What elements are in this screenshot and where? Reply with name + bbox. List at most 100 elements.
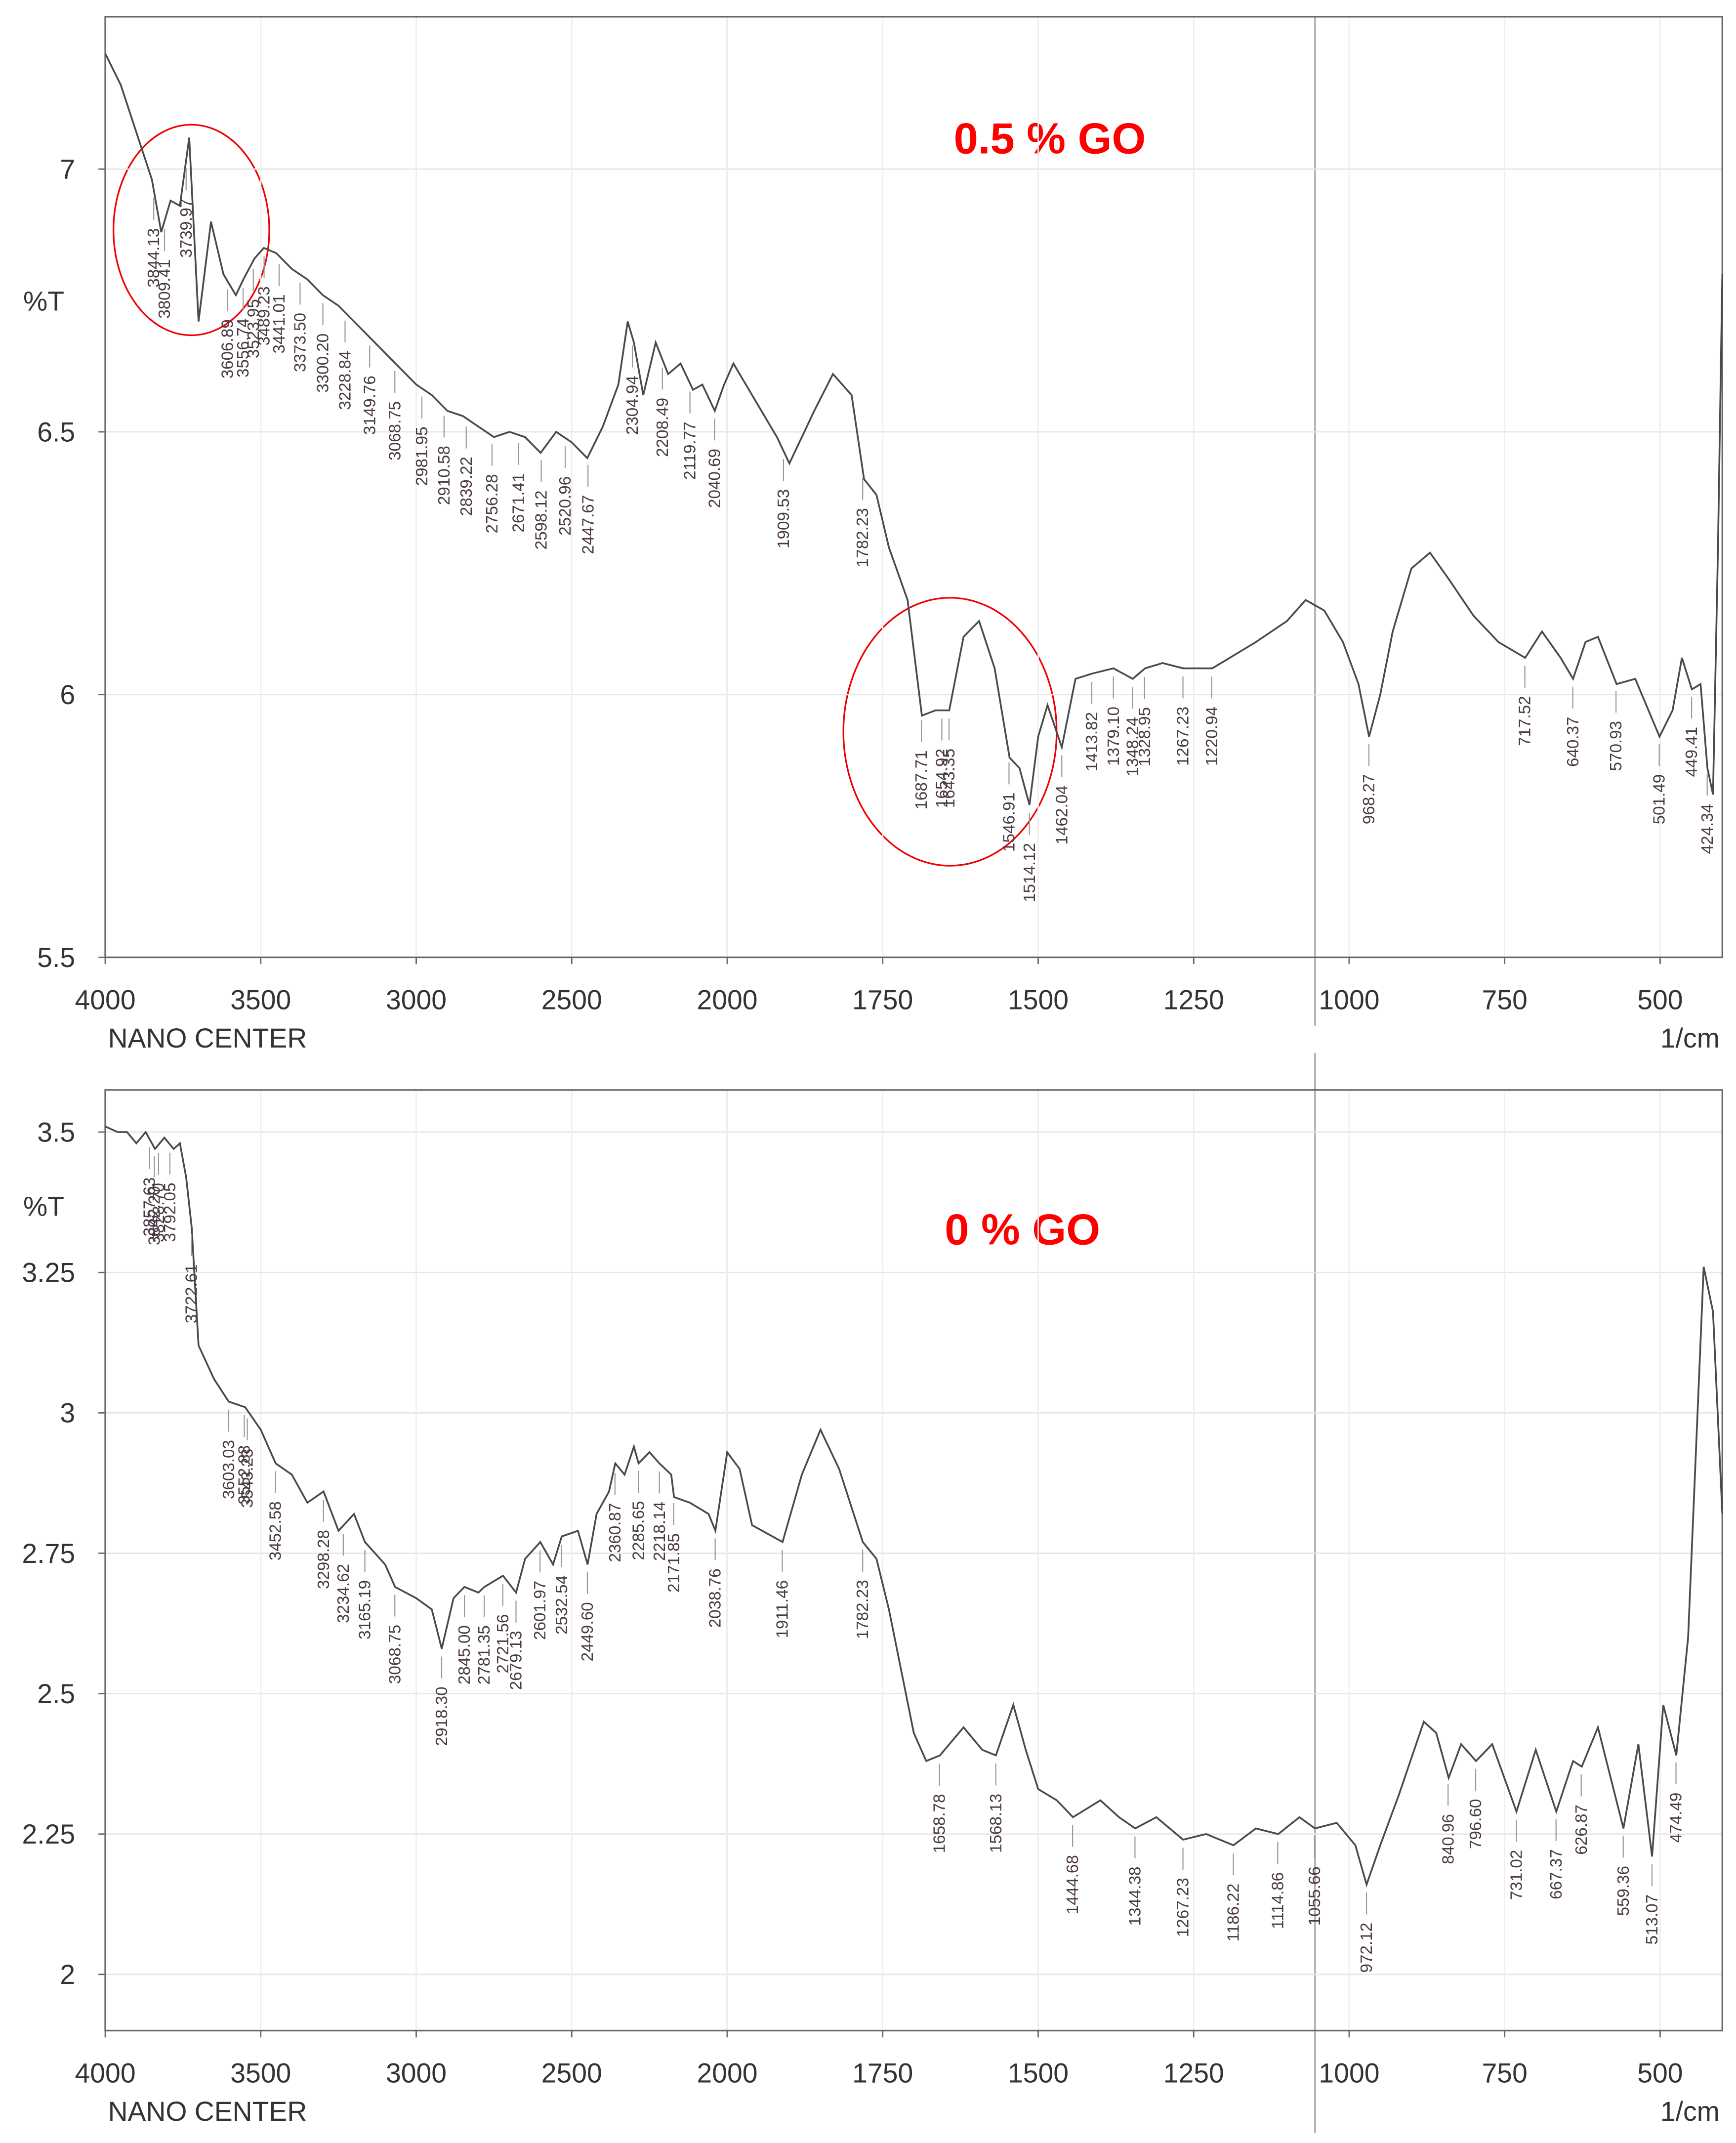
- peak-label: 2598.12: [533, 490, 551, 549]
- peak-label: 2360.87: [606, 1503, 624, 1562]
- peak-label: 3068.75: [386, 401, 404, 461]
- peak-label: 1186.22: [1225, 1884, 1243, 1942]
- peak-label: 2038.76: [706, 1568, 725, 1628]
- peak-label: 1782.23: [854, 1580, 872, 1639]
- source-label: NANO CENTER: [108, 1023, 307, 1053]
- peak-label: 2781.35: [475, 1625, 494, 1684]
- peak-label: 3828.70: [150, 1183, 168, 1242]
- panel-title: 0.5 % GO: [954, 114, 1146, 163]
- x-tick-label: 1500: [1008, 985, 1069, 1015]
- peak-label: 2671.41: [509, 473, 528, 533]
- peak-label: 1220.94: [1203, 707, 1221, 766]
- y-tick-label: 3.5: [37, 1117, 75, 1147]
- peak-label: 2756.28: [483, 474, 501, 533]
- peak-label: 3857.63: [141, 1177, 159, 1237]
- panel-title: 0 % GO: [945, 1205, 1100, 1254]
- peak-label: 1344.38: [1126, 1867, 1144, 1926]
- peak-label: 2040.69: [705, 449, 724, 508]
- x-tick-label: 1750: [852, 985, 913, 1015]
- peak-label: 667.37: [1547, 1849, 1566, 1899]
- peak-label: 731.02: [1508, 1850, 1526, 1900]
- y-tick-label: 2.75: [22, 1538, 75, 1569]
- peak-label: 1911.46: [774, 1580, 792, 1639]
- peak-label: 2532.54: [553, 1575, 571, 1635]
- peak-label: 796.60: [1467, 1799, 1485, 1849]
- x-tick-label: 2000: [697, 2058, 757, 2089]
- peak-label: 449.41: [1683, 727, 1701, 777]
- peak-label: 559.36: [1614, 1866, 1633, 1916]
- y-tick-label: 3: [60, 1398, 75, 1429]
- x-tick-label: 1000: [1319, 2058, 1379, 2089]
- y-tick-label: 2: [60, 1959, 75, 1990]
- peak-label: 3452.58: [267, 1501, 285, 1560]
- peak-label: 501.49: [1651, 774, 1669, 825]
- peak-label: 2520.96: [556, 476, 575, 536]
- peak-label: 2845.00: [455, 1625, 474, 1684]
- spectrum-line: [104, 53, 1724, 805]
- peak-label: 3809.41: [156, 259, 174, 319]
- y-axis-label: %T: [23, 286, 64, 317]
- peak-label: 3722.61: [183, 1264, 201, 1323]
- y-tick-label: 5.5: [37, 942, 75, 973]
- peak-label: 3298.28: [315, 1530, 333, 1589]
- x-tick-label: 750: [1482, 985, 1528, 1015]
- peak-label: 3556.74: [234, 318, 252, 378]
- peak-label: 3844.13: [145, 228, 163, 288]
- peak-label: 1687.71: [912, 751, 931, 810]
- peak-label: 1055.66: [1306, 1866, 1324, 1926]
- x-tick-label: 1000: [1319, 985, 1379, 1015]
- x-tick-label: 3500: [230, 2058, 291, 2089]
- peak-label: 1514.12: [1021, 843, 1039, 902]
- x-tick-label: 2000: [697, 985, 757, 1015]
- x-tick-label: 1750: [852, 2058, 913, 2089]
- peak-label: 3149.76: [361, 376, 379, 435]
- x-tick-label: 2500: [541, 985, 602, 1015]
- peak-label: 1114.86: [1269, 1872, 1287, 1929]
- x-tick-label: 500: [1637, 2058, 1683, 2089]
- peak-label: 513.07: [1643, 1894, 1661, 1945]
- peak-label: 840.96: [1439, 1814, 1457, 1864]
- peak-label: 2721.56: [494, 1614, 512, 1674]
- x-tick-label: 3500: [230, 985, 291, 1015]
- y-tick-label: 6.5: [37, 417, 75, 447]
- x-tick-label: 3000: [386, 985, 447, 1015]
- peak-label: 1909.53: [775, 489, 793, 548]
- x-tick-label: 500: [1637, 985, 1683, 1015]
- peak-label: 2918.30: [433, 1686, 451, 1746]
- x-tick-label: 3000: [386, 2058, 447, 2089]
- peak-label: 717.52: [1516, 696, 1534, 746]
- peak-label: 3300.20: [314, 334, 332, 393]
- peak-label: 2285.65: [629, 1501, 648, 1560]
- peak-label: 1546.91: [1000, 793, 1018, 852]
- x-tick-label: 4000: [75, 985, 136, 1015]
- x-axis-label: 1/cm: [1660, 1023, 1720, 1053]
- peak-label: 3606.89: [219, 319, 237, 378]
- peak-label: 2679.13: [507, 1631, 526, 1690]
- peak-label: 1413.82: [1083, 712, 1101, 771]
- peak-label: 3165.19: [356, 1580, 374, 1639]
- x-tick-label: 2500: [541, 2058, 602, 2089]
- x-tick-label: 1250: [1163, 985, 1224, 1015]
- peak-label: 3543.23: [239, 1449, 257, 1508]
- highlight-ellipse: [112, 124, 270, 336]
- peak-label: 972.12: [1358, 1923, 1376, 1973]
- peak-label: 2839.22: [457, 457, 476, 516]
- source-label: NANO CENTER: [108, 2096, 307, 2127]
- peak-label: 1348.24: [1124, 717, 1142, 776]
- x-tick-label: 4000: [75, 2058, 136, 2089]
- x-tick-label: 750: [1482, 2058, 1528, 2089]
- peak-label: 2171.85: [665, 1533, 683, 1593]
- peak-label: 2208.49: [654, 398, 672, 457]
- peak-label: 3523.95: [245, 299, 263, 358]
- peak-label: 3489.23: [255, 286, 274, 345]
- y-tick-label: 2.25: [22, 1819, 75, 1849]
- peak-label: 1782.23: [854, 508, 872, 567]
- peak-label: 2304.94: [623, 376, 642, 435]
- peak-label: 570.93: [1607, 721, 1625, 771]
- x-axis-label: 1/cm: [1660, 2096, 1720, 2127]
- y-axis-label: %T: [23, 1191, 64, 1221]
- y-tick-label: 7: [60, 154, 75, 185]
